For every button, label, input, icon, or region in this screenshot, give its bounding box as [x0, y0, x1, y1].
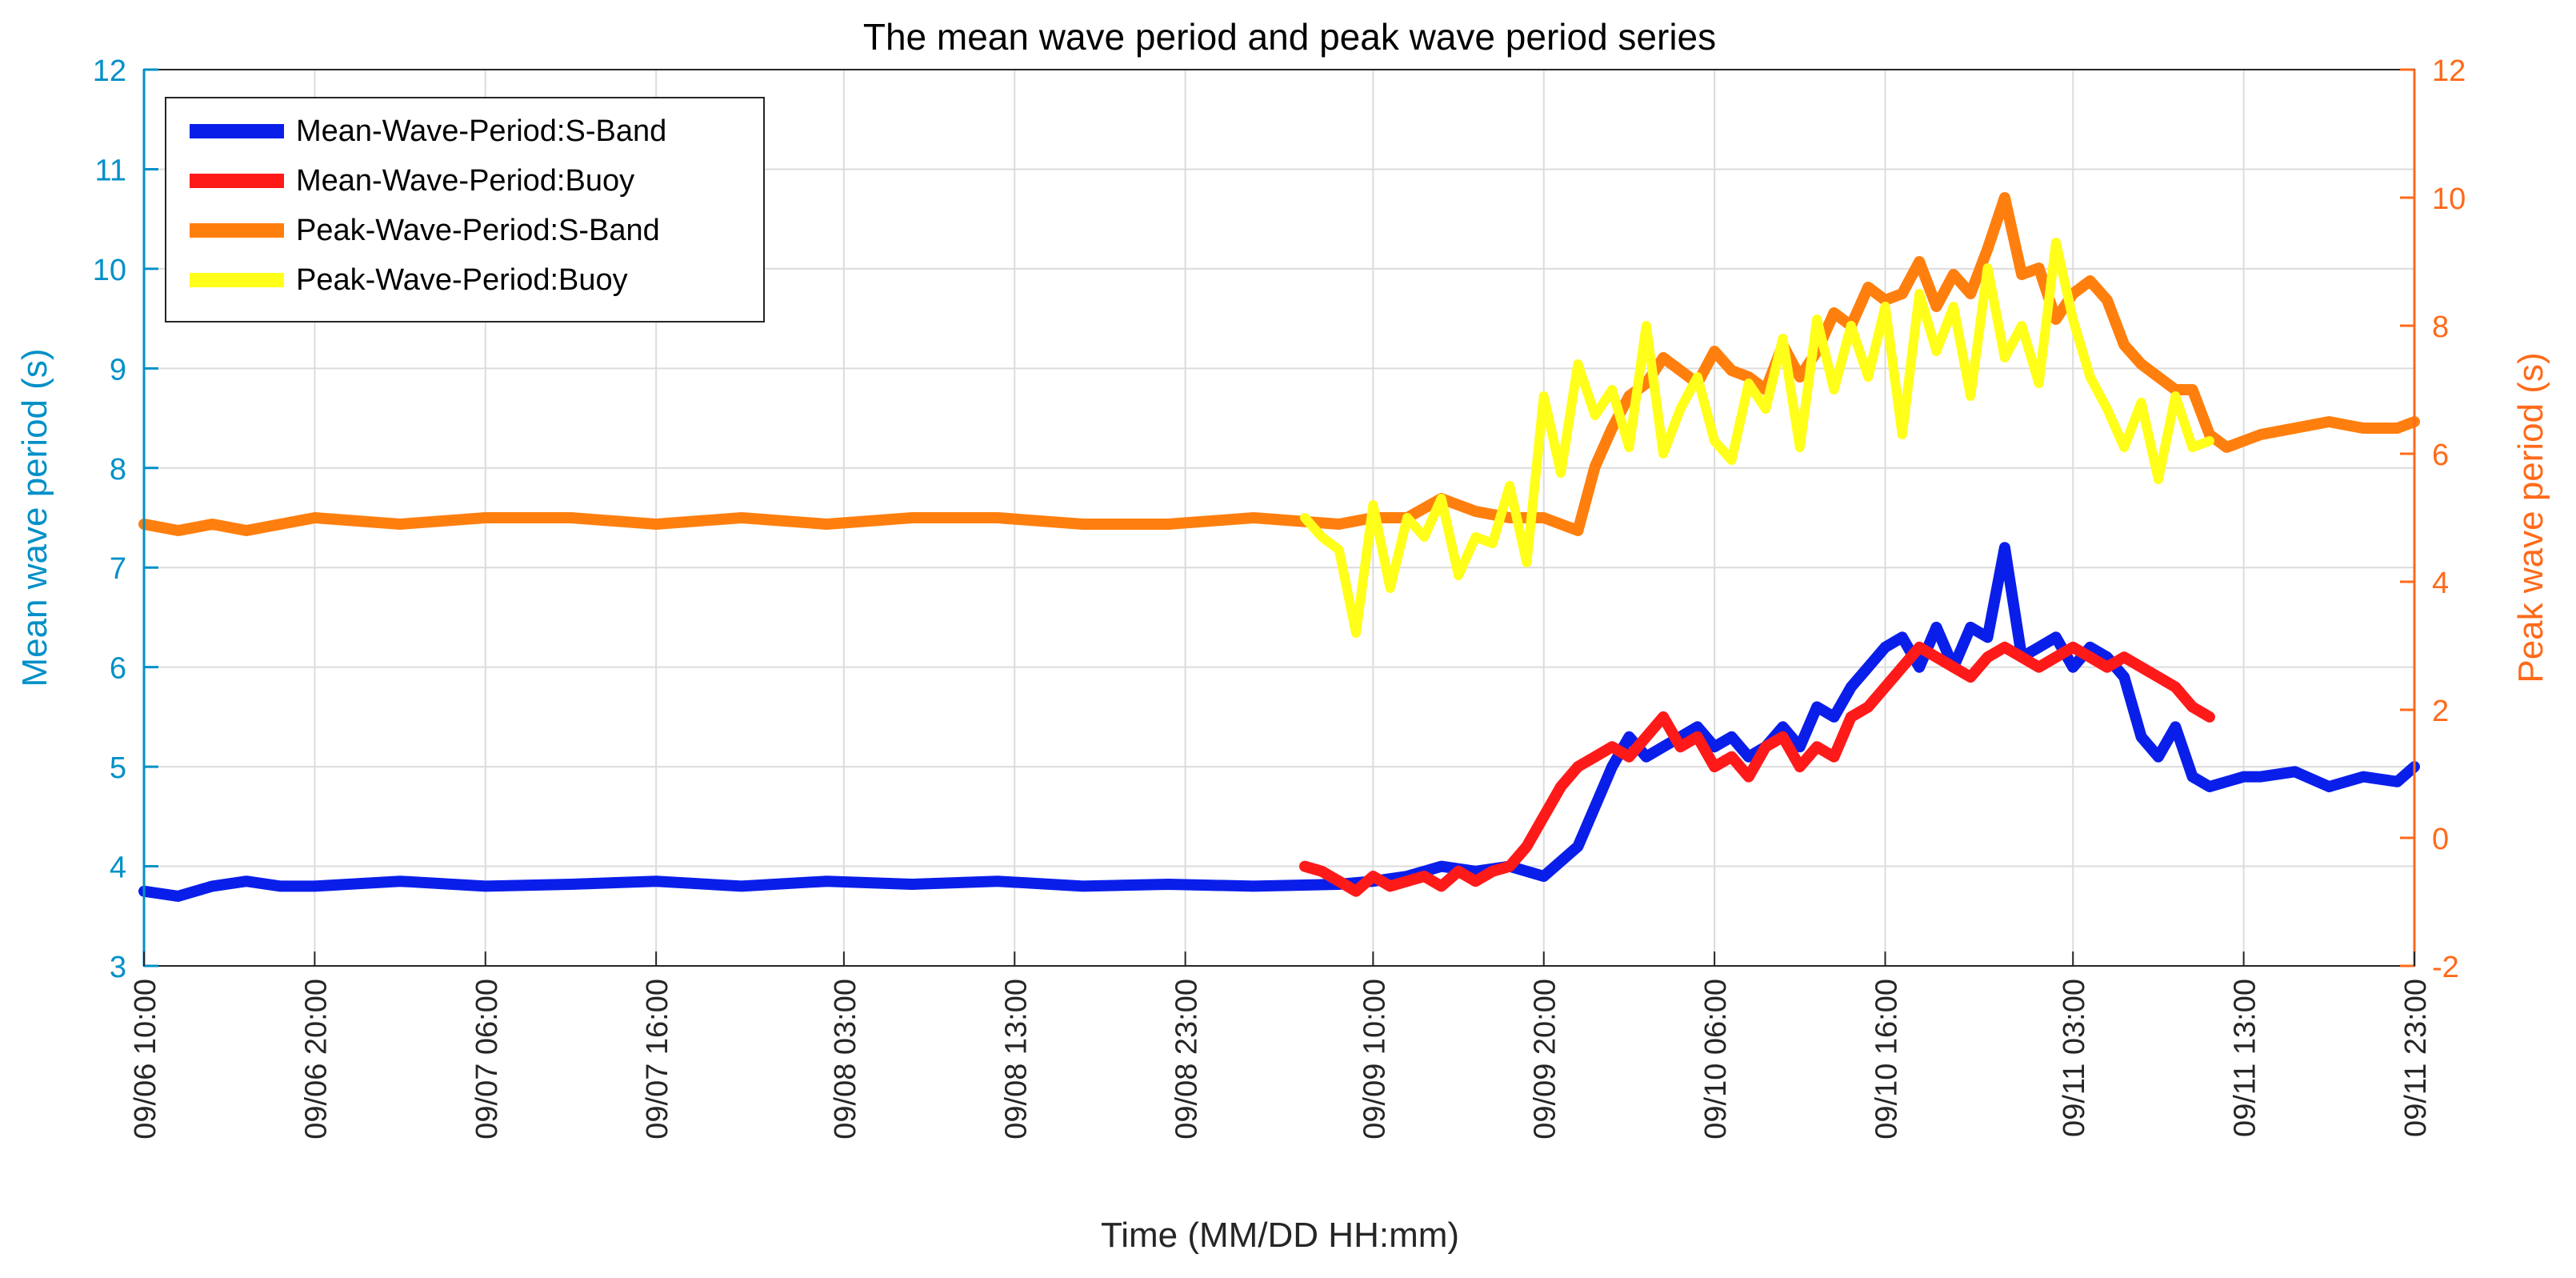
x-tick-label: 09/09 10:00	[1358, 979, 1391, 1140]
x-tick-label: 09/06 10:00	[129, 979, 162, 1140]
right-y-tick-label: 8	[2432, 310, 2449, 344]
left-y-tick-label: 9	[110, 353, 126, 387]
series-line-peak-wave-period-buoy	[1300, 238, 2214, 638]
left-axis-title: Mean wave period (s)	[15, 348, 54, 687]
legend: Mean-Wave-Period:S-Band Mean-Wave-Period:…	[165, 97, 765, 323]
series-layer	[138, 192, 2420, 902]
left-y-tick-label: 10	[93, 254, 126, 287]
legend-entry-label: Mean-Wave-Period:Buoy	[296, 164, 634, 198]
left-y-tick-label: 6	[110, 652, 126, 686]
right-y-tick-label: 12	[2432, 54, 2466, 88]
x-tick-label: 09/10 06:00	[1699, 979, 1733, 1140]
legend-entry-label: Peak-Wave-Period:Buoy	[296, 263, 628, 297]
x-tick-label: 09/08 03:00	[829, 979, 862, 1140]
left-y-tick-label: 11	[95, 154, 126, 187]
x-tick-label: 09/06 20:00	[299, 979, 333, 1140]
right-y-tick-label: 10	[2432, 182, 2466, 216]
x-tick-label: 09/11 03:00	[2058, 979, 2091, 1137]
left-y-tick-label: 5	[110, 751, 126, 785]
left-y-tick-label: 7	[110, 552, 126, 586]
right-y-tick-label: 0	[2432, 823, 2449, 856]
right-y-ticks: -2 0 2 4 6 8 10 12	[2400, 54, 2466, 984]
right-axis-title: Peak wave period (s)	[2511, 352, 2550, 683]
chart-title: The mean wave period and peak wave perio…	[863, 16, 1716, 58]
series-line-mean-wave-period-buoy	[1299, 641, 2215, 897]
right-y-tick-label: -2	[2432, 951, 2459, 984]
left-y-tick-label: 12	[93, 54, 126, 88]
series-line-peak-wave-period-s-band	[138, 192, 2420, 536]
x-tick-label: 09/07 06:00	[470, 979, 504, 1140]
left-y-ticks: 3 4 5 6 7 8 9 10 11 12	[93, 54, 158, 984]
x-ticks: 09/06 10:00 09/06 20:00 09/07 06:00 09/07 1…	[129, 951, 2433, 1140]
legend-entry-label: Peak-Wave-Period:S-Band	[296, 214, 660, 247]
x-tick-label: 09/08 23:00	[1170, 979, 1204, 1140]
left-y-tick-label: 8	[110, 453, 126, 487]
x-tick-label: 09/08 13:00	[999, 979, 1033, 1140]
x-tick-label: 09/11 13:00	[2229, 979, 2262, 1137]
x-tick-label: 09/09 20:00	[1529, 979, 1562, 1140]
left-y-tick-label: 3	[110, 951, 126, 984]
x-axis-title: Time (MM/DD HH:mm)	[1101, 1216, 1459, 1255]
left-y-tick-label: 4	[110, 851, 126, 885]
x-tick-label: 09/07 16:00	[641, 979, 674, 1140]
legend-entry-label: Mean-Wave-Period:S-Band	[296, 114, 666, 148]
right-y-tick-label: 2	[2432, 695, 2449, 728]
x-tick-label: 09/11 23:00	[2399, 979, 2433, 1137]
right-y-tick-label: 6	[2432, 439, 2449, 472]
x-tick-label: 09/10 16:00	[1870, 979, 1904, 1140]
right-y-tick-label: 4	[2432, 567, 2449, 600]
